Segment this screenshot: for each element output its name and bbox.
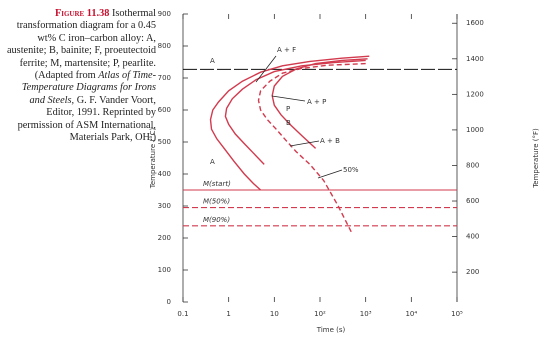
x-tick-label: 10² <box>314 310 326 318</box>
y2-axis-label: Temperature (°F) <box>532 128 540 189</box>
martensite-label: M(start) <box>203 180 231 188</box>
y-tick-label: 0 <box>167 298 171 306</box>
caption-italic: Atlas of Time-Temperature Diagrams for I… <box>21 70 156 106</box>
caption-text: Isothermal transformation diagram for a … <box>6 8 156 82</box>
region-label: A <box>210 57 215 65</box>
y-tick-label: 400 <box>158 170 171 178</box>
region-label: 50% <box>343 166 359 174</box>
transformation-curve <box>271 58 368 149</box>
caption: Figure 11.38 Isothermal transformation d… <box>4 8 156 144</box>
caption-rest: G. F. Vander Voort, Editor, 1991. Reprin… <box>17 94 156 144</box>
x-tick-label: 10³ <box>360 310 372 318</box>
martensite-label: M(90%) <box>203 216 230 224</box>
y-tick-label: 100 <box>158 266 171 274</box>
annotation-arrow <box>317 169 343 179</box>
y-tick-label: 300 <box>158 202 171 210</box>
y2-tick-label: 1200 <box>466 90 484 98</box>
region-label: A + P <box>307 98 326 106</box>
y2-tick-label: 400 <box>466 233 479 241</box>
y-tick-label: 700 <box>158 74 171 82</box>
y2-tick-label: 1600 <box>466 19 484 27</box>
region-label: P <box>286 105 290 113</box>
figure-label: Figure 11.38 <box>54 8 110 19</box>
region-label: B <box>286 119 291 127</box>
martensite-label: M(50%) <box>203 198 230 206</box>
annotation-arrow <box>289 140 320 147</box>
y2-tick-label: 600 <box>466 197 479 205</box>
x-tick-label: 0.1 <box>177 310 188 318</box>
y2-tick-label: 1000 <box>466 126 484 134</box>
annotation-arrow <box>271 95 306 102</box>
y-tick-label: 900 <box>158 10 171 18</box>
x-tick-label: 1 <box>226 310 230 318</box>
region-label: A + B <box>320 137 340 145</box>
y-axis-label: Temperature (°C) <box>149 128 157 190</box>
y-tick-label: 800 <box>158 42 171 50</box>
x-axis-label: Time (s) <box>316 326 346 334</box>
x-tick-label: 10⁴ <box>405 310 417 318</box>
y-tick-label: 500 <box>158 138 171 146</box>
region-label: A + F <box>277 46 296 54</box>
y-tick-label: 200 <box>158 234 171 242</box>
y-tick-label: 600 <box>158 106 171 114</box>
x-tick-label: 10⁵ <box>451 310 463 318</box>
region-label: A <box>210 158 215 166</box>
y2-tick-label: 200 <box>466 268 479 276</box>
annotation-arrow <box>255 55 277 83</box>
y2-tick-label: 800 <box>466 161 479 169</box>
transformation-curve <box>224 59 366 165</box>
y2-tick-label: 1400 <box>466 55 484 63</box>
transformation-curve <box>209 55 370 191</box>
x-tick-label: 10 <box>270 310 279 318</box>
